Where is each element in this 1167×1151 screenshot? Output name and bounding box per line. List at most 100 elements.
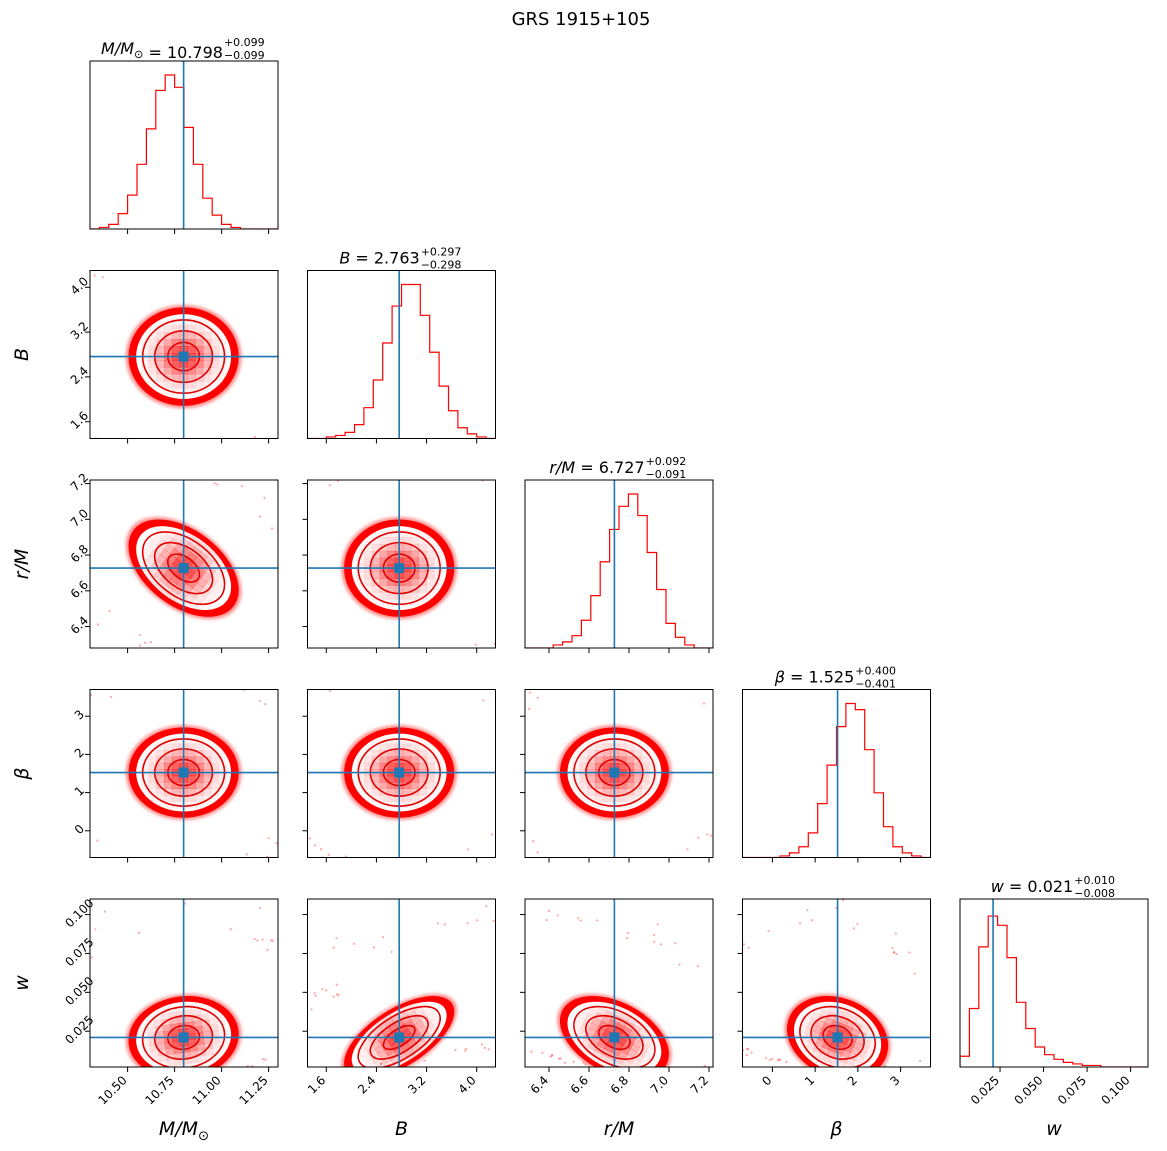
- histogram-r: [525, 493, 713, 648]
- panel-frame: [742, 689, 931, 858]
- panel-frame: [89, 479, 279, 649]
- contour-1: [167, 553, 201, 583]
- title-w: w = 0.021: [991, 877, 1073, 896]
- panel-frame: [524, 898, 714, 1068]
- histogram-B: [307, 283, 496, 439]
- contour-2: [585, 1014, 644, 1060]
- panel-frame: [89, 60, 279, 230]
- panel-r-M: 6.4 6.6 6.8 7.0 7.2: [68, 470, 279, 653]
- panel-frame: [307, 689, 496, 858]
- xlabel-r: r/M: [604, 1118, 635, 1140]
- contour-2: [153, 541, 214, 595]
- contour-2: [369, 1014, 429, 1060]
- xtick-label: 11.25: [237, 1073, 271, 1107]
- panel-beta-M: 0 1 2 3: [72, 689, 279, 863]
- truth-marker: [178, 767, 189, 778]
- panel-beta-B: [302, 689, 496, 863]
- xtick-label: 2.4: [355, 1073, 378, 1096]
- ytick-label: 3: [72, 707, 87, 722]
- truth-marker: [178, 1032, 189, 1043]
- xtick-label: 0.100: [1099, 1073, 1133, 1107]
- title-minus-beta: −0.401: [855, 678, 896, 691]
- truth-marker: [178, 563, 189, 574]
- figure-title: GRS 1915+105: [512, 9, 651, 30]
- title-beta: β = 1.525: [774, 668, 855, 687]
- ytick-label: 0.025: [62, 1013, 96, 1047]
- scatter-points: [307, 689, 496, 858]
- xtick-label: 3.2: [405, 1073, 428, 1096]
- ytick-label: 4.0: [68, 274, 91, 297]
- panel-M-M: M/M⊙ = 10.798+0.099−0.099: [89, 36, 279, 234]
- contour-3: [357, 1005, 441, 1067]
- panel-r-B: [302, 479, 496, 653]
- title-B: B = 2.763: [339, 249, 419, 268]
- panel-frame: [307, 479, 496, 649]
- ytick-label: 6.8: [68, 542, 91, 565]
- panel-frame: [524, 689, 714, 858]
- title-plus-r: +0.092: [646, 455, 687, 468]
- panel-frame: [742, 898, 931, 1068]
- truth-marker: [394, 767, 405, 778]
- scatter-points: [90, 482, 274, 647]
- xtick-label: 0.075: [1055, 1073, 1089, 1107]
- contour-3: [799, 1005, 876, 1067]
- truth-marker: [609, 767, 620, 778]
- panel-frame: [89, 270, 279, 439]
- xtick-label: 10.75: [143, 1073, 177, 1107]
- truth-marker: [394, 563, 405, 574]
- truth-marker: [178, 351, 189, 362]
- title-minus-B: −0.298: [421, 259, 462, 272]
- panel-frame: [89, 689, 279, 858]
- xtick-label: 3: [887, 1073, 902, 1088]
- ylabel-w: w: [11, 975, 33, 991]
- xlabel-beta: β: [829, 1118, 842, 1140]
- ytick-label: 2.4: [68, 364, 91, 387]
- xtick-label: 0.025: [968, 1073, 1002, 1107]
- scatter-points: [90, 689, 278, 858]
- xtick-label: 0: [759, 1073, 774, 1088]
- xtick-label: 6.4: [528, 1073, 551, 1096]
- xtick-label: 4.0: [455, 1073, 478, 1096]
- panel-w-w: w = 0.021 +0.010−0.008 0.025 0.050 0.075 0.10…: [959, 874, 1149, 1107]
- ytick-label: 2: [72, 745, 87, 760]
- scatter-points: [307, 905, 495, 1067]
- xtick-label: 1.6: [305, 1073, 328, 1096]
- ylabel-B: B: [11, 348, 33, 361]
- panel-frame: [89, 898, 279, 1068]
- panel-frame: [524, 479, 714, 649]
- xlabel-B: B: [395, 1118, 408, 1140]
- ytick-label: 7.0: [68, 506, 91, 529]
- ytick-label: 1: [72, 784, 87, 799]
- ytick-label: 1.6: [68, 409, 91, 432]
- xtick-label: 10.50: [96, 1073, 130, 1107]
- panel-B-M: 1.6 2.4 3.2 4.0: [68, 270, 279, 444]
- panel-w-r: 6.4 6.6 6.8 7.0 7.2: [520, 898, 714, 1097]
- ytick-label: 7.2: [68, 470, 91, 493]
- histogram-M: [90, 74, 278, 229]
- ytick-label: 0: [72, 822, 87, 837]
- xlabel-w: w: [1046, 1118, 1062, 1140]
- panel-frame: [307, 898, 496, 1068]
- contour-2: [810, 1014, 865, 1060]
- title-minus-w: −0.008: [1074, 887, 1115, 900]
- xtick-label: 1: [802, 1073, 817, 1088]
- title-plus-B: +0.297: [421, 246, 462, 259]
- scatter-points: [93, 274, 257, 439]
- contour-1: [382, 1024, 416, 1051]
- title-M: M/M⊙ = 10.798: [101, 39, 223, 62]
- ytick-label: 0.075: [62, 935, 96, 969]
- scatter-points: [530, 909, 706, 1067]
- ylabel-beta: β: [11, 767, 33, 780]
- histogram-beta: [742, 702, 931, 858]
- truth-marker: [609, 1032, 620, 1043]
- xtick-label: 6.6: [568, 1073, 591, 1096]
- contour-1: [822, 1024, 853, 1051]
- panel-r-r: r/M = 6.727 +0.092−0.091: [524, 455, 714, 653]
- panel-beta-r: [520, 689, 714, 863]
- xtick-label: 7.0: [648, 1073, 671, 1096]
- panel-w-B: 1.6 2.4 3.2 4.0: [302, 898, 496, 1097]
- panel-beta-beta: β = 1.525 +0.400−0.401: [742, 665, 931, 863]
- xtick-label: 2: [845, 1073, 860, 1088]
- panel-w-M: 0.025 0.050 0.075 0.100 10.50 10.75 11.00 11.25: [62, 896, 279, 1107]
